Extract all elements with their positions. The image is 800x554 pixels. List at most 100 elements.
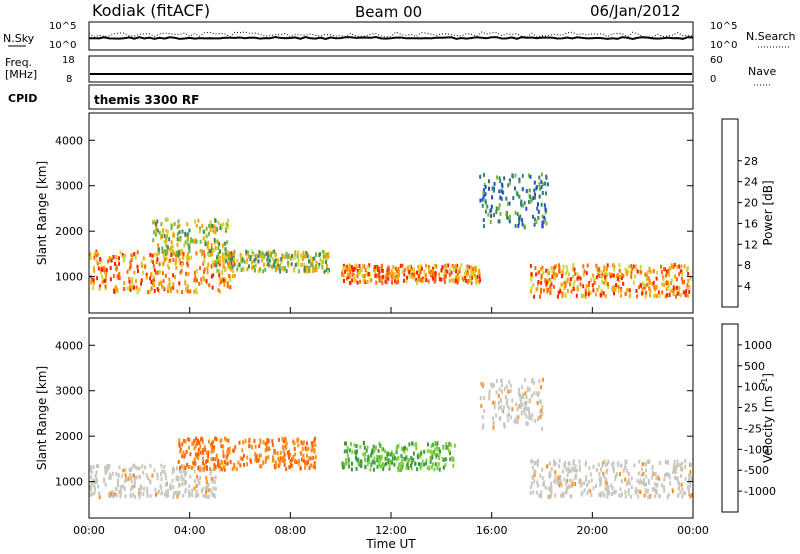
- echo-cell: [385, 276, 388, 281]
- echo-cell: [181, 482, 184, 487]
- echo-cell: [131, 277, 134, 282]
- echo-cell: [267, 262, 270, 267]
- echo-cell: [164, 249, 167, 254]
- echo-cell: [268, 446, 271, 451]
- echo-cell: [359, 444, 362, 449]
- echo-cell: [199, 476, 202, 480]
- echo-cell: [218, 269, 221, 274]
- echo-cell: [532, 391, 535, 396]
- colorbar-tick-label: 16: [744, 217, 758, 230]
- echo-cell: [233, 465, 236, 470]
- echo-cell: [217, 220, 220, 225]
- echo-cell: [347, 275, 350, 280]
- echo-cell: [617, 463, 620, 468]
- echo-cell: [498, 219, 501, 224]
- echo-cell: [641, 287, 644, 291]
- echo-cell: [161, 271, 164, 276]
- echo-cell: [312, 464, 315, 469]
- echo-cell: [393, 274, 396, 279]
- echo-cell: [373, 448, 376, 453]
- echo-cell: [432, 276, 435, 281]
- echo-cell: [630, 476, 633, 481]
- echo-cell: [317, 265, 320, 270]
- echo-cell: [161, 469, 164, 474]
- echo-cell: [645, 277, 648, 282]
- echo-cell: [431, 443, 434, 447]
- echo-cell: [218, 242, 221, 247]
- echo-cell: [618, 493, 621, 498]
- echo-cell: [574, 482, 577, 486]
- echo-cell: [187, 256, 190, 261]
- echo-cell: [621, 479, 623, 484]
- echo-cell: [191, 488, 194, 493]
- echo-cell: [416, 270, 418, 275]
- echo-cell: [420, 463, 423, 468]
- echo-cell: [539, 473, 542, 478]
- echo-cell: [598, 284, 601, 289]
- echo-cell: [176, 242, 179, 247]
- echo-cell: [90, 280, 93, 285]
- echo-cell: [149, 276, 152, 281]
- echo-cell: [89, 252, 92, 257]
- echo-cell: [197, 218, 200, 223]
- echo-cell: [226, 284, 229, 289]
- echo-cell: [549, 291, 552, 295]
- echo-cell: [304, 460, 307, 465]
- echo-cell: [194, 219, 196, 224]
- echo-cell: [163, 470, 166, 474]
- echo-cell: [229, 251, 231, 256]
- echo-cell: [146, 493, 149, 498]
- echo-cell: [540, 179, 543, 184]
- echo-cell: [583, 269, 586, 274]
- echo-cell: [166, 229, 169, 234]
- echo-cell: [153, 219, 156, 224]
- echo-cell: [191, 466, 193, 470]
- echo-cell: [314, 264, 317, 269]
- echo-cell: [372, 444, 375, 449]
- echo-cell: [426, 466, 429, 471]
- echo-cell: [405, 279, 408, 284]
- echo-cell: [604, 275, 607, 280]
- echo-cell: [132, 492, 135, 497]
- echo-cell: [198, 281, 201, 286]
- echo-cell: [221, 460, 224, 465]
- echo-cell: [284, 254, 287, 259]
- echo-cell: [473, 273, 476, 278]
- echo-cell: [554, 493, 557, 498]
- echo-cell: [614, 489, 617, 494]
- echo-cell: [303, 263, 306, 267]
- echo-cell: [437, 447, 439, 452]
- echo-cell: [125, 477, 128, 482]
- echo-cell: [680, 264, 683, 269]
- echo-cell: [348, 448, 351, 453]
- echo-cell: [211, 441, 213, 446]
- echo-cell: [664, 473, 667, 478]
- echo-cell: [572, 459, 575, 464]
- echo-cell: [171, 470, 174, 475]
- echo-cell: [178, 281, 181, 286]
- echo-cell: [519, 397, 522, 402]
- freq-label-line1: Freq.: [5, 56, 32, 69]
- echo-cell: [687, 271, 690, 276]
- echo-cell: [190, 255, 193, 260]
- echo-cell: [549, 278, 552, 283]
- echo-cell: [419, 270, 422, 275]
- echo-cell: [488, 396, 491, 401]
- echo-cell: [164, 273, 167, 278]
- echo-cell: [97, 484, 100, 489]
- echo-cell: [558, 269, 560, 274]
- echo-cell: [185, 255, 188, 260]
- echo-cell: [624, 291, 627, 296]
- echo-cell: [666, 293, 668, 298]
- echo-cell: [541, 476, 544, 481]
- echo-cell: [443, 465, 445, 470]
- echo-cell: [129, 476, 132, 481]
- echo-cell: [473, 266, 476, 271]
- echo-cell: [658, 476, 661, 481]
- echo-cell: [528, 415, 531, 420]
- echo-cell: [472, 271, 475, 276]
- echo-cell: [561, 492, 563, 497]
- echo-cell: [500, 189, 503, 194]
- echo-cell: [213, 448, 215, 453]
- echo-cell: [498, 387, 501, 392]
